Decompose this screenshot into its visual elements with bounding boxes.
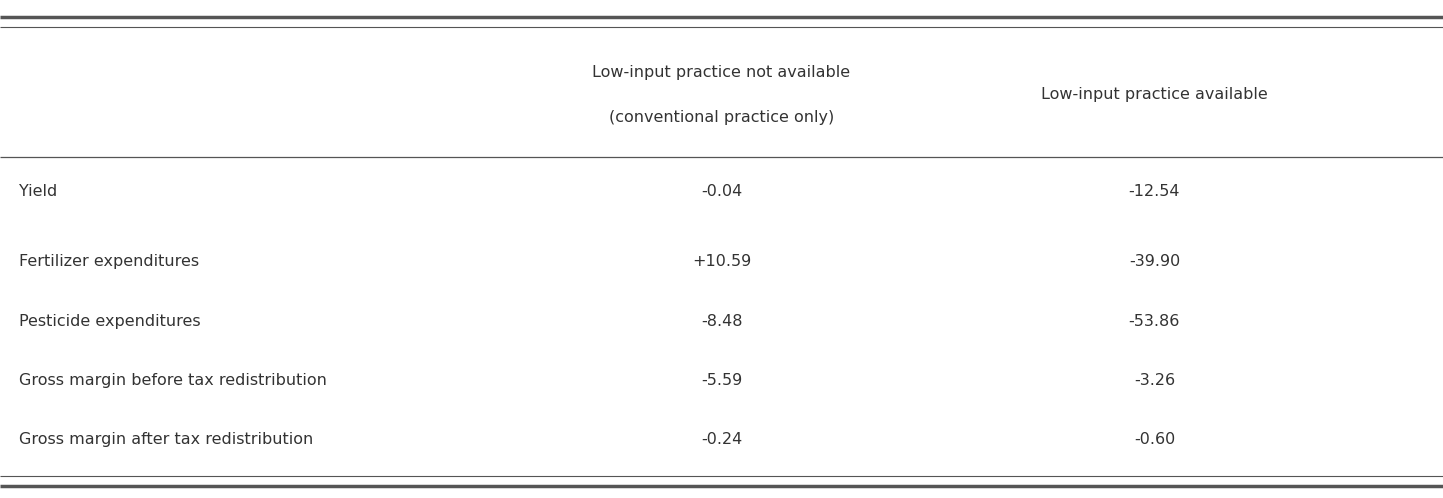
Text: Low-input practice not available: Low-input practice not available <box>593 65 850 80</box>
Text: Pesticide expenditures: Pesticide expenditures <box>19 314 201 329</box>
Text: -53.86: -53.86 <box>1128 314 1180 329</box>
Text: Gross margin after tax redistribution: Gross margin after tax redistribution <box>19 432 313 447</box>
Text: -0.24: -0.24 <box>701 432 742 447</box>
Text: -39.90: -39.90 <box>1128 254 1180 269</box>
Text: -0.04: -0.04 <box>701 184 742 199</box>
Text: -5.59: -5.59 <box>701 374 742 388</box>
Text: -8.48: -8.48 <box>701 314 742 329</box>
Text: +10.59: +10.59 <box>691 254 752 269</box>
Text: Yield: Yield <box>19 184 58 199</box>
Text: -0.60: -0.60 <box>1134 432 1175 447</box>
Text: Fertilizer expenditures: Fertilizer expenditures <box>19 254 199 269</box>
Text: Low-input practice available: Low-input practice available <box>1040 87 1268 102</box>
Text: (conventional practice only): (conventional practice only) <box>609 110 834 124</box>
Text: Gross margin before tax redistribution: Gross margin before tax redistribution <box>19 374 326 388</box>
Text: -12.54: -12.54 <box>1128 184 1180 199</box>
Text: -3.26: -3.26 <box>1134 374 1175 388</box>
